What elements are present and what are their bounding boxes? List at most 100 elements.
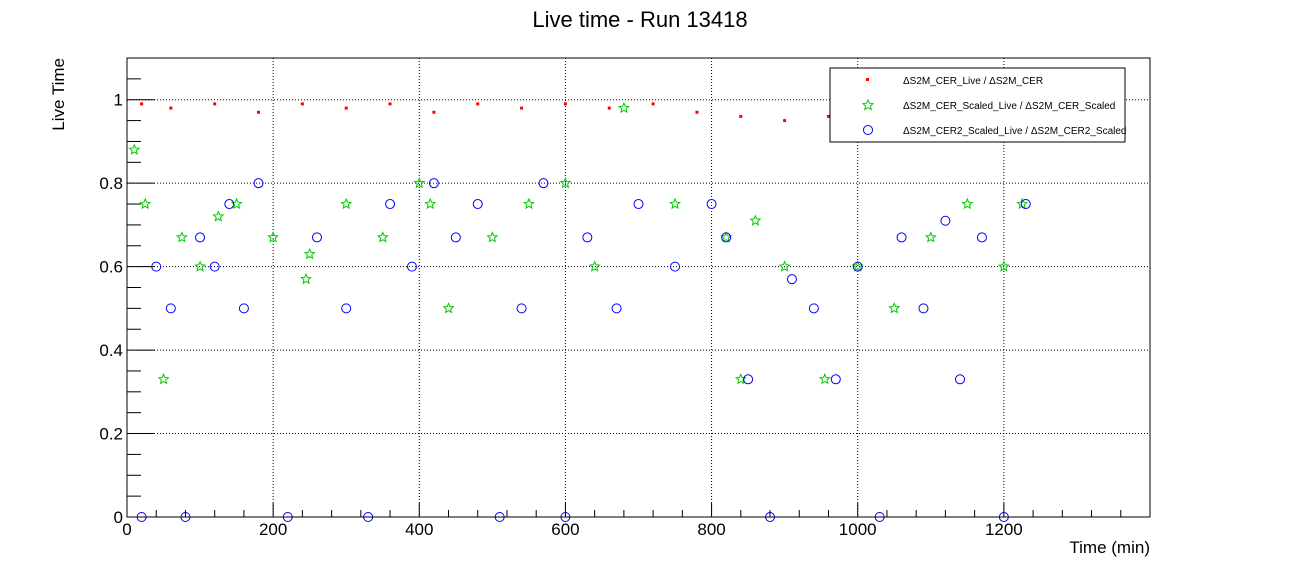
data-point-series-1 [588,260,601,272]
data-point-series-1 [175,231,188,243]
y-tick-label: 1 [114,91,123,110]
data-point-series-1 [961,197,974,210]
data-point-series-1 [376,231,389,243]
x-tick-label: 600 [551,520,579,539]
data-point-series-0 [169,106,173,110]
data-point-series-1 [139,197,152,210]
data-point-series-0 [257,110,261,114]
data-point-series-1 [128,143,141,155]
data-point-series-2 [209,261,220,272]
x-tick-label: 200 [259,520,287,539]
data-point-series-2 [743,374,754,385]
data-point-series-1 [303,247,316,260]
data-point-series-2 [808,303,819,314]
axis-ticks: 0 200 400 600 800 1000 1200 0 0.2 0.4 0.6 0.8 1 [99,57,1151,539]
data-point-series-0 [388,102,392,106]
data-point-series-2 [830,374,841,385]
data-point-series-2 [706,199,717,210]
data-point-series-2 [955,374,966,385]
data-point-series-1 [267,231,280,243]
data-point-series-1 [230,197,243,210]
x-tick-label: 1000 [839,520,877,539]
data-point-series-0 [607,106,611,110]
y-tick-label: 0 [114,508,123,527]
data-point-series-2 [195,232,206,243]
legend-box [829,67,1126,143]
data-point-series-1 [669,197,682,210]
data-point-series-2 [852,261,863,272]
data-point-series-2 [224,199,235,210]
data-point-series-0 [739,114,743,118]
data-point-series-2 [311,232,322,243]
data-point-series-1 [442,302,455,314]
data-point-series-0 [563,102,567,106]
data-point-series-0 [783,119,787,123]
data-point-series-1 [888,302,901,314]
data-point-series-1 [522,197,535,210]
legend-label-1: ΔS2M_CER_Scaled_Live / ΔS2M_CER_Scaled [903,101,1115,112]
y-tick-label: 0.8 [99,174,123,193]
x-tick-label: 400 [405,520,433,539]
legend-marker-0 [866,78,869,81]
x-tick-label: 800 [697,520,725,539]
data-point-series-0 [476,102,480,106]
y-tick-label: 0.2 [99,425,123,444]
data-point-series-1 [749,214,762,226]
data-point-series-2 [611,303,622,314]
data-point-series-2 [721,232,732,243]
data-point-series-1 [617,101,630,114]
legend-label-2: ΔS2M_CER2_Scaled_Live / ΔS2M_CER2_Scaled [903,126,1126,137]
data-point-series-0 [300,102,304,106]
data-point-series-0 [520,106,524,110]
data-point-series-2 [406,261,417,272]
x-axis-title: Time (min) [1069,538,1150,557]
legend-marker-2 [863,125,873,135]
chart-title: Live time - Run 13418 [532,7,747,32]
x-tick-label: 0 [122,520,131,539]
data-point-series-2 [633,199,644,210]
y-axis-title: Live Time [49,58,68,131]
data-point-series-2 [253,178,264,189]
data-point-series-2 [896,232,907,243]
data-point-series-1 [734,372,747,385]
data-point-series-0 [344,106,348,110]
data-point-series-2 [472,199,483,210]
plot-points [128,101,1031,522]
data-point-series-2 [428,178,439,189]
legend-label-0: ΔS2M_CER_Live / ΔS2M_CER [903,76,1043,87]
data-point-series-2 [940,215,951,226]
data-point-series-1 [424,197,437,210]
data-point-series-1 [818,373,831,385]
data-point-series-1 [212,210,225,222]
data-point-series-2 [976,232,987,243]
data-point-series-2 [516,303,527,314]
data-point-series-1 [340,197,353,210]
data-point-series-1 [300,272,313,285]
x-tick-label: 1200 [985,520,1023,539]
data-point-series-1 [194,260,207,272]
data-point-series-2 [450,232,461,243]
data-point-series-1 [720,231,733,243]
y-tick-label: 0.4 [99,341,123,360]
data-point-series-2 [385,199,396,210]
data-point-series-2 [670,261,681,272]
data-point-series-1 [851,260,864,272]
data-point-series-2 [582,232,593,243]
data-point-series-2 [538,178,549,189]
data-point-series-0 [213,102,217,106]
data-point-series-2 [786,274,797,285]
data-point-series-1 [997,260,1010,272]
legend-marker-1 [861,98,875,111]
data-point-series-2 [341,303,352,314]
data-point-series-1 [924,231,937,243]
data-point-series-2 [918,303,929,314]
data-point-series-2 [238,303,249,314]
data-point-series-2 [165,303,176,314]
data-point-series-0 [140,102,144,106]
y-tick-label: 0.6 [99,258,123,277]
data-point-series-1 [413,176,426,189]
legend: ΔS2M_CER_Live / ΔS2M_CER ΔS2M_CER_Scaled… [829,67,1126,143]
data-point-series-2 [1020,199,1031,210]
data-point-series-0 [695,110,699,114]
